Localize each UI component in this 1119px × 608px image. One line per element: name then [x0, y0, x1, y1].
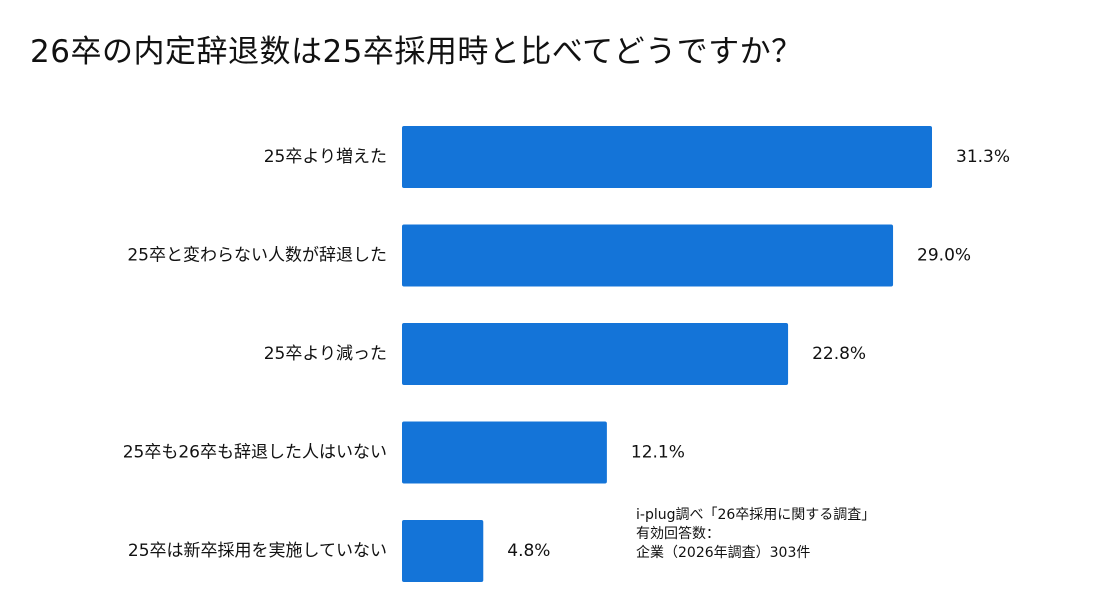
bar-2 [402, 323, 789, 385]
value-label-2: 22.8% [812, 344, 866, 364]
chart-title: 26卒の内定辞退数は25卒採用時と比べてどうですか？ [30, 34, 803, 70]
source-note-line-2: 有効回答数： [636, 526, 720, 542]
bar-0 [402, 126, 932, 188]
bar-1 [402, 224, 894, 287]
source-note: i-plug調べ「26卒採用に関する調査」 有効回答数： 企業（2026年調査）… [636, 506, 875, 563]
value-label-4: 4.8% [507, 541, 550, 561]
category-label-2: 25卒より減った [264, 344, 387, 364]
category-label-0: 25卒より増えた [264, 147, 387, 167]
value-label-0: 31.3% [956, 147, 1010, 167]
category-label-4: 25卒は新卒採用を実施していない [128, 541, 387, 561]
source-note-line-3: 企業（2026年調査）303件 [636, 545, 811, 561]
bar-3 [402, 421, 607, 484]
source-note-line-1: i-plug調べ「26卒採用に関する調査」 [636, 507, 876, 523]
value-label-3: 12.1% [631, 443, 685, 463]
value-label-1: 29.0% [917, 246, 971, 266]
category-label-3: 25卒も26卒も辞退した人はいない [123, 443, 387, 463]
category-label-1: 25卒と変わらない人数が辞退した [127, 246, 387, 266]
bar-4 [402, 520, 484, 582]
